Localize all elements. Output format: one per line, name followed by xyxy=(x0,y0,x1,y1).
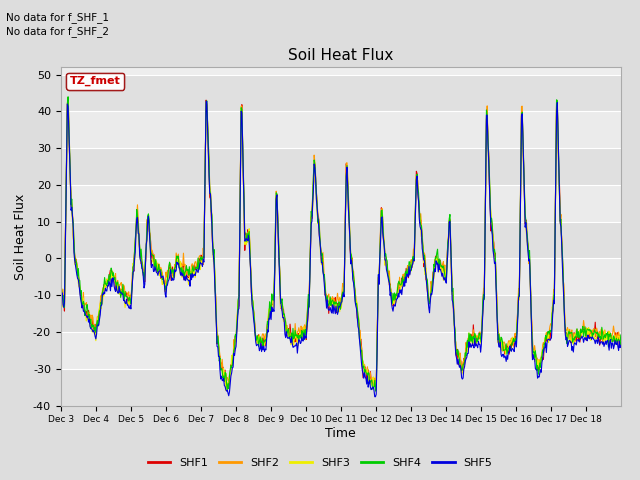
SHF1 xyxy=(617,336,625,341)
SHF4 xyxy=(254,335,262,341)
SHF2 xyxy=(431,256,439,262)
SHF3 xyxy=(275,232,282,238)
SHF4 xyxy=(57,284,65,289)
SHF3 xyxy=(372,388,380,394)
X-axis label: Time: Time xyxy=(325,427,356,440)
SHF4 xyxy=(64,94,72,100)
Legend: SHF1, SHF2, SHF3, SHF4, SHF5: SHF1, SHF2, SHF3, SHF4, SHF5 xyxy=(143,453,497,472)
SHF5 xyxy=(431,269,439,275)
SHF5 xyxy=(372,394,380,400)
SHF3 xyxy=(253,341,261,347)
Y-axis label: Soil Heat Flux: Soil Heat Flux xyxy=(14,193,28,279)
Line: SHF5: SHF5 xyxy=(61,101,621,397)
Line: SHF1: SHF1 xyxy=(61,98,621,388)
SHF2 xyxy=(275,255,283,261)
SHF2 xyxy=(227,369,234,375)
SHF4 xyxy=(400,277,408,283)
SHF3 xyxy=(617,336,625,342)
SHF4 xyxy=(227,367,234,373)
Text: No data for f_SHF_1: No data for f_SHF_1 xyxy=(6,12,109,23)
SHF1 xyxy=(64,96,72,101)
Legend: TZ_fmet: TZ_fmet xyxy=(67,73,124,90)
SHF3 xyxy=(431,270,438,276)
Line: SHF3: SHF3 xyxy=(61,106,621,391)
SHF5 xyxy=(202,98,210,104)
SHF1 xyxy=(276,271,284,276)
Bar xyxy=(61,74,621,111)
SHF2 xyxy=(64,96,72,101)
Title: Soil Heat Flux: Soil Heat Flux xyxy=(288,48,394,63)
SHF3 xyxy=(123,298,131,304)
SHF2 xyxy=(617,340,625,346)
SHF1 xyxy=(431,265,439,271)
SHF5 xyxy=(57,288,65,294)
SHF5 xyxy=(123,296,131,302)
SHF5 xyxy=(617,343,625,348)
SHF1 xyxy=(57,279,65,285)
SHF4 xyxy=(275,251,283,256)
Bar xyxy=(61,185,621,222)
SHF5 xyxy=(227,381,234,387)
SHF2 xyxy=(254,339,262,345)
Bar xyxy=(61,369,621,406)
Bar xyxy=(61,295,621,332)
SHF2 xyxy=(57,283,65,288)
SHF1 xyxy=(255,332,262,337)
SHF1 xyxy=(124,295,131,301)
Bar xyxy=(61,222,621,258)
SHF1 xyxy=(400,274,408,280)
SHF3 xyxy=(399,280,407,286)
SHF3 xyxy=(57,280,65,286)
SHF1 xyxy=(227,362,235,368)
SHF3 xyxy=(553,103,561,109)
SHF2 xyxy=(400,276,408,282)
SHF5 xyxy=(275,262,283,268)
Bar xyxy=(61,148,621,185)
Bar xyxy=(61,111,621,148)
SHF4 xyxy=(617,332,625,338)
SHF5 xyxy=(400,279,408,285)
SHF2 xyxy=(372,381,380,387)
SHF4 xyxy=(431,254,439,260)
SHF4 xyxy=(124,294,131,300)
SHF5 xyxy=(254,341,262,347)
SHF1 xyxy=(224,385,232,391)
Line: SHF4: SHF4 xyxy=(61,97,621,391)
Bar xyxy=(61,258,621,295)
SHF2 xyxy=(124,290,131,296)
Bar xyxy=(61,332,621,369)
Text: No data for f_SHF_2: No data for f_SHF_2 xyxy=(6,26,109,37)
SHF3 xyxy=(226,376,234,382)
SHF4 xyxy=(372,388,380,394)
Line: SHF2: SHF2 xyxy=(61,98,621,384)
